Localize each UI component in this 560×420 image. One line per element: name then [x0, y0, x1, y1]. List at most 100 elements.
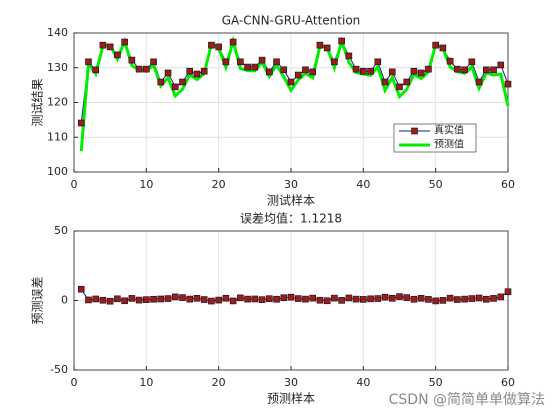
marker [374, 295, 382, 302]
marker [135, 65, 143, 73]
marker [186, 295, 194, 303]
marker [417, 69, 425, 77]
marker [432, 41, 439, 49]
marker [345, 294, 353, 302]
marker [497, 61, 505, 69]
marker [352, 295, 360, 303]
marker [164, 69, 172, 77]
marker [323, 44, 331, 52]
marker [280, 66, 288, 74]
x-tick-label: 60 [501, 178, 515, 191]
marker [446, 294, 454, 302]
marker [85, 58, 92, 66]
marker [454, 296, 461, 303]
marker [193, 70, 201, 78]
marker [106, 43, 114, 51]
marker [92, 295, 99, 303]
marker [208, 297, 215, 305]
marker [171, 83, 179, 91]
marker [222, 58, 230, 66]
marker [360, 296, 367, 303]
marker [229, 297, 237, 305]
marker [106, 297, 114, 305]
marker [302, 295, 309, 303]
marker [338, 297, 345, 304]
marker [490, 295, 497, 302]
marker [128, 56, 136, 64]
chart-title: GA-CNN-GRU-Attention [222, 14, 361, 28]
marker [150, 58, 157, 66]
y-tick-label: 140 [47, 26, 68, 39]
marker [244, 295, 251, 303]
marker [331, 294, 338, 302]
marker [461, 66, 468, 74]
y-axis-label: 预测误差 [31, 276, 45, 324]
x-tick-label: 50 [429, 376, 443, 389]
y-axis-label: 测试结果 [30, 78, 45, 126]
marker [381, 293, 389, 301]
y-tick-label: 100 [47, 165, 68, 178]
marker [381, 78, 389, 86]
marker [258, 296, 266, 303]
marker [316, 296, 324, 304]
legend-marker [411, 127, 418, 135]
marker [468, 58, 476, 66]
marker [258, 56, 266, 64]
marker [316, 41, 324, 49]
marker [215, 43, 222, 51]
marker [396, 83, 403, 91]
x-tick-label: 20 [212, 178, 226, 191]
marker [128, 295, 136, 302]
marker [237, 58, 244, 66]
marker [331, 58, 338, 66]
marker [251, 295, 259, 303]
axes-box [73, 230, 509, 371]
marker [237, 294, 244, 302]
y-tick-label: -50 [50, 363, 68, 376]
x-tick-label: 60 [501, 376, 515, 389]
marker [360, 67, 367, 75]
marker [92, 66, 99, 74]
marker [287, 293, 295, 301]
x-tick-label: 50 [429, 178, 443, 191]
marker [265, 295, 273, 302]
marker [345, 52, 353, 60]
marker [77, 119, 85, 127]
marker [273, 295, 280, 303]
marker [135, 296, 143, 304]
marker [186, 67, 194, 75]
marker [294, 71, 302, 79]
marker [287, 78, 295, 86]
x-tick-label: 30 [284, 178, 298, 191]
marker [85, 296, 92, 304]
marker [482, 66, 490, 74]
marker [309, 68, 317, 76]
y-tick-label: 130 [47, 61, 68, 74]
x-tick-label: 40 [356, 178, 370, 191]
marker [388, 68, 396, 76]
marker [77, 285, 85, 293]
marker [439, 297, 447, 304]
marker [193, 294, 201, 302]
legend-label: 真实值 [434, 124, 464, 137]
y-tick-label: 50 [54, 224, 68, 237]
legend-label: 预测值 [434, 138, 464, 151]
marker [338, 37, 345, 45]
x-axis-label: 预测样本 [267, 391, 315, 406]
marker [215, 296, 222, 304]
marker [302, 66, 309, 74]
marker [121, 297, 128, 305]
marker [309, 294, 317, 302]
y-tick-label: 0 [61, 294, 68, 307]
marker [482, 295, 490, 303]
marker [179, 294, 186, 301]
marker [504, 288, 512, 296]
marker [171, 293, 179, 301]
marker [461, 295, 468, 303]
marker [490, 66, 497, 74]
marker [367, 295, 374, 303]
marker [164, 295, 172, 302]
marker [208, 41, 215, 49]
marker [294, 295, 302, 302]
marker [367, 67, 374, 75]
